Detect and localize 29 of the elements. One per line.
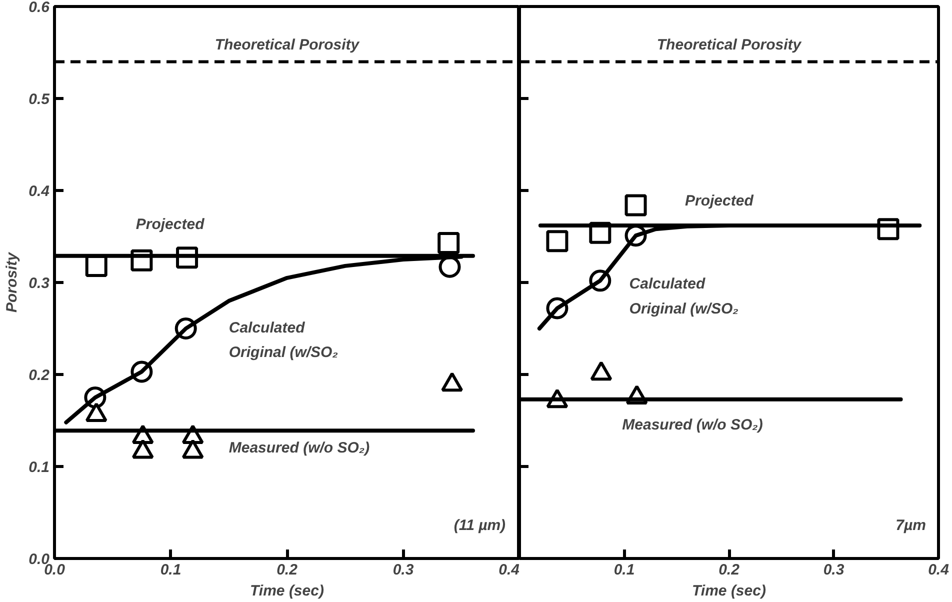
x-tick-label: 0.1 xyxy=(614,562,635,578)
annotation: Projected xyxy=(136,216,206,234)
x-axis-title: Time (sec) xyxy=(692,582,766,600)
x-tick-label: 0.2 xyxy=(276,562,298,578)
y-axis-title: Porosity xyxy=(4,252,21,313)
x-tick-label: 0.1 xyxy=(160,562,182,578)
y-tick-label: 0.2 xyxy=(28,367,50,384)
y-tick-label: 0.1 xyxy=(28,459,50,476)
y-tick-label: 0.6 xyxy=(28,0,50,16)
annotation: Measured (w/o SO₂) xyxy=(228,440,370,457)
y-tick-label: 0.3 xyxy=(28,275,50,292)
annotation: (11 µm) xyxy=(454,516,506,534)
y-tick-label: 0.5 xyxy=(28,91,50,108)
x-tick-label: 0.4 xyxy=(498,562,520,578)
annotation: Projected xyxy=(685,192,754,210)
ref-line-label: Theoretical Porosity xyxy=(656,36,802,54)
x-axis-title: Time (sec) xyxy=(250,582,324,600)
x-tick-label: 0.4 xyxy=(928,562,950,578)
x-tick-label: 0.3 xyxy=(823,562,845,578)
annotation: Original (w/SO₂ xyxy=(228,344,338,362)
annotation: Measured (w/o SO₂) xyxy=(622,416,763,434)
ref-line-label: Theoretical Porosity xyxy=(214,36,360,54)
annotation: Calculated xyxy=(629,276,706,293)
annotation: Calculated xyxy=(228,319,306,336)
x-tick-label: 0.2 xyxy=(718,562,740,578)
x-tick-label: 0.3 xyxy=(392,562,414,578)
y-tick-label: 0.4 xyxy=(28,183,50,200)
annotation: 7µm xyxy=(896,516,926,534)
annotation: Original (w/SO₂ xyxy=(629,300,739,318)
